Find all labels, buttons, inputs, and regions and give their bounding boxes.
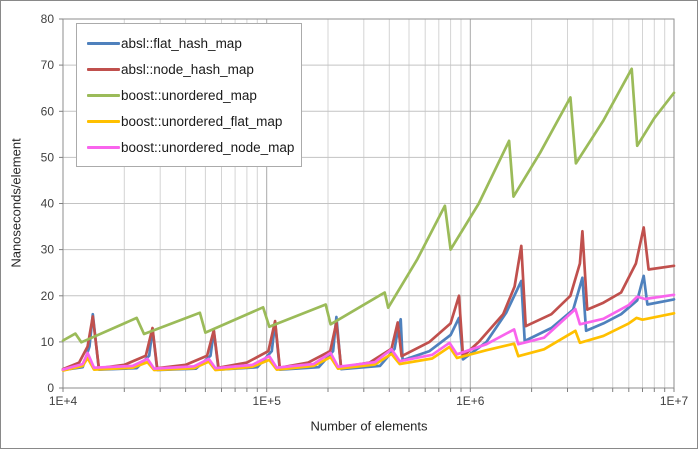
- legend-line-swatch: [87, 41, 120, 45]
- legend-line-swatch: [87, 119, 120, 123]
- svg-text:40: 40: [41, 197, 55, 211]
- svg-text:0: 0: [47, 381, 54, 395]
- svg-text:60: 60: [41, 104, 55, 118]
- svg-text:50: 50: [41, 150, 55, 164]
- legend-entry: absl::node_hash_map: [87, 56, 293, 82]
- y-axis-title: Nanoseconds/element: [8, 138, 24, 268]
- legend-line-swatch: [87, 145, 120, 149]
- series-line: [61, 311, 676, 372]
- svg-text:70: 70: [41, 58, 55, 72]
- tick-labels: 0 10 20 30 40 50 60 70 80 1E+4 1E+5 1E+6 1E+7: [41, 12, 689, 408]
- series-line: [61, 293, 676, 371]
- svg-text:80: 80: [41, 12, 55, 26]
- x-axis-title: Number of elements: [310, 418, 428, 434]
- legend-line-swatch: [87, 93, 120, 97]
- legend-entry: boost::unordered_node_map: [87, 134, 295, 160]
- svg-text:1E+4: 1E+4: [49, 394, 78, 408]
- series-line: [61, 67, 676, 344]
- svg-text:1E+6: 1E+6: [456, 394, 485, 408]
- legend-label: absl::flat_hash_map: [121, 35, 242, 51]
- svg-text:1E+5: 1E+5: [253, 394, 282, 408]
- legend-label: absl::node_hash_map: [121, 61, 254, 77]
- legend-entry: absl::flat_hash_map: [87, 30, 293, 56]
- legend-label: boost::unordered_flat_map: [121, 113, 283, 129]
- legend-label: boost::unordered_map: [121, 87, 257, 103]
- legend-label: boost::unordered_node_map: [121, 139, 295, 155]
- svg-text:1E+7: 1E+7: [660, 394, 689, 408]
- svg-text:10: 10: [41, 335, 55, 349]
- axis-ticks: [59, 18, 675, 392]
- legend-entry: boost::unordered_flat_map: [87, 108, 293, 134]
- svg-text:30: 30: [41, 243, 55, 257]
- legend-line-swatch: [87, 67, 120, 71]
- legend-entry: boost::unordered_map: [87, 82, 293, 108]
- svg-text:20: 20: [41, 289, 55, 303]
